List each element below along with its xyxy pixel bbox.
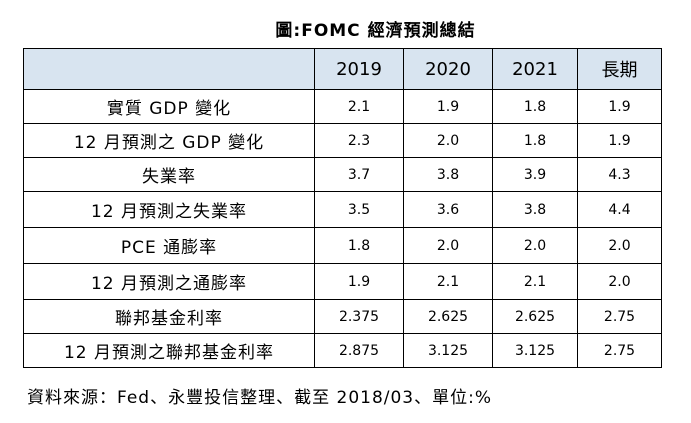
table-row: 失業率 3.7 3.8 3.9 4.3	[23, 157, 662, 192]
fomc-projection-table: 2019 2020 2021 長期 實質 GDP 變化 2.1 1.9 1.8 …	[23, 48, 662, 368]
header-cell-2020: 2020	[403, 48, 493, 90]
row-label: 12 月預測之 GDP 變化	[23, 123, 315, 158]
header-cell-label	[23, 48, 315, 90]
cell-value: 3.6	[403, 191, 493, 228]
table-row: 12 月預測之通膨率 1.9 2.1 2.1 2.0	[23, 263, 662, 300]
cell-value: 3.8	[403, 157, 493, 192]
row-label: 12 月預測之失業率	[23, 191, 315, 228]
table-row: PCE 通膨率 1.8 2.0 2.0 2.0	[23, 227, 662, 264]
cell-value: 2.0	[577, 263, 662, 300]
cell-value: 2.1	[314, 89, 404, 124]
cell-value: 2.625	[403, 299, 493, 334]
cell-value: 3.8	[492, 191, 578, 228]
cell-value: 1.9	[577, 89, 662, 124]
cell-value: 2.875	[314, 333, 404, 368]
cell-value: 3.9	[492, 157, 578, 192]
row-label: 12 月預測之通膨率	[23, 263, 315, 300]
row-label: 失業率	[23, 157, 315, 192]
row-label: 實質 GDP 變化	[23, 89, 315, 124]
cell-value: 2.1	[492, 263, 578, 300]
header-cell-2021: 2021	[492, 48, 578, 90]
cell-value: 3.125	[403, 333, 493, 368]
cell-value: 1.9	[403, 89, 493, 124]
cell-value: 1.9	[314, 263, 404, 300]
cell-value: 2.0	[403, 227, 493, 264]
cell-value: 4.4	[577, 191, 662, 228]
cell-value: 1.8	[492, 123, 578, 158]
header-cell-2019: 2019	[314, 48, 404, 90]
table-title: 圖:FOMC 經濟預測總結	[275, 21, 476, 41]
row-label: 聯邦基金利率	[23, 299, 315, 334]
table-row: 12 月預測之聯邦基金利率 2.875 3.125 3.125 2.75	[23, 333, 662, 368]
cell-value: 3.125	[492, 333, 578, 368]
cell-value: 1.8	[314, 227, 404, 264]
cell-value: 2.0	[492, 227, 578, 264]
cell-value: 2.3	[314, 123, 404, 158]
cell-value: 3.5	[314, 191, 404, 228]
cell-value: 2.625	[492, 299, 578, 334]
table-row: 實質 GDP 變化 2.1 1.9 1.8 1.9	[23, 89, 662, 124]
cell-value: 1.9	[577, 123, 662, 158]
header-cell-long-run: 長期	[577, 48, 662, 90]
cell-value: 2.0	[577, 227, 662, 264]
cell-value: 2.75	[577, 333, 662, 368]
cell-value: 1.8	[492, 89, 578, 124]
table-row: 聯邦基金利率 2.375 2.625 2.625 2.75	[23, 299, 662, 334]
table-row: 12 月預測之失業率 3.5 3.6 3.8 4.4	[23, 191, 662, 228]
row-label: 12 月預測之聯邦基金利率	[23, 333, 315, 368]
cell-value: 2.0	[403, 123, 493, 158]
header-row: 2019 2020 2021 長期	[23, 48, 662, 90]
cell-value: 2.375	[314, 299, 404, 334]
row-label: PCE 通膨率	[23, 227, 315, 264]
source-note: 資料來源：Fed、永豐投信整理、截至 2018/03、單位:%	[27, 388, 493, 408]
table-row: 12 月預測之 GDP 變化 2.3 2.0 1.8 1.9	[23, 123, 662, 158]
cell-value: 2.1	[403, 263, 493, 300]
cell-value: 3.7	[314, 157, 404, 192]
cell-value: 2.75	[577, 299, 662, 334]
cell-value: 4.3	[577, 157, 662, 192]
